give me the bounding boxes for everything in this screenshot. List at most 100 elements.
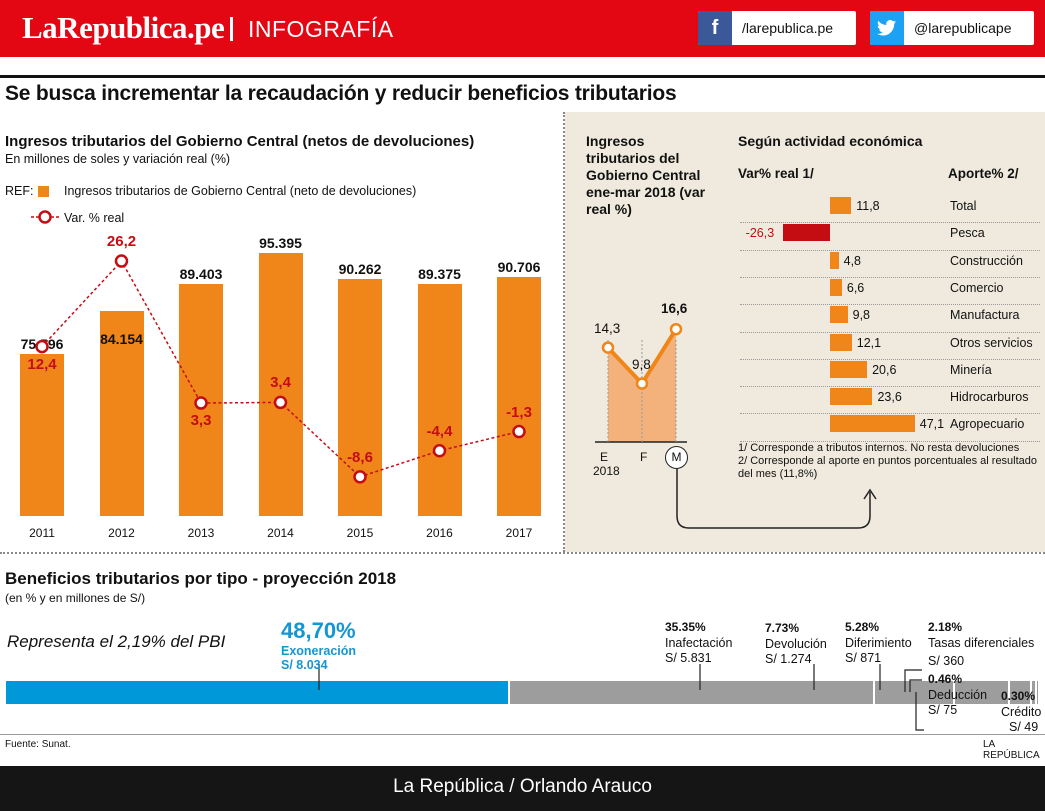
activity-name-label: Manufactura (950, 308, 1020, 323)
footer-bar (0, 766, 1045, 811)
year-tick-label: 2015 (346, 526, 374, 540)
activity-name-label: Comercio (950, 280, 1004, 295)
benefit-name-label: Exoneración (281, 644, 357, 658)
benefit-segment (1036, 681, 1038, 704)
activity-row-divider (740, 249, 1040, 251)
activity-bar (830, 251, 839, 269)
site-logo[interactable]: LaRepublica.pe (22, 10, 225, 45)
var-point (432, 444, 447, 458)
source-rule (0, 734, 1045, 735)
benefit-amount-label: S/ 5.831 (665, 651, 712, 665)
month-label-e: E (600, 450, 609, 464)
year-tick-label: 2013 (187, 526, 215, 540)
activity-name-label: Agropecuario (950, 417, 1025, 432)
benefit-pct-label: 48,70% (281, 618, 356, 643)
footnote-1: 1/ Corresponde a tributos internos. No r… (738, 442, 1020, 454)
activity-row-divider (740, 222, 1040, 224)
benefit-amount-label: S/ 871 (845, 651, 882, 665)
left-chart-title: Ingresos tributarios del Gobierno Centra… (5, 133, 475, 150)
activity-value-label: 23,6 (877, 390, 902, 405)
var-point-label: -8,6 (347, 448, 373, 466)
var-point-label: 12,4 (27, 355, 57, 373)
year-tick-label: 2011 (29, 526, 55, 540)
brand-small: LA REPÚBLICA (983, 739, 1040, 761)
benefits-title: Beneficios tributarios por tipo - proyec… (5, 569, 397, 588)
activity-row-divider (740, 358, 1040, 360)
var-point-label: 3,3 (190, 412, 212, 430)
activity-name-label: Total (950, 199, 977, 213)
source-note: Fuente: Sunat. (5, 739, 71, 750)
benefits-chart: 48,70% Exoneración S/ 8.034 35.35% Inafectac… (0, 560, 1045, 735)
activity-value-label: 20,6 (872, 362, 897, 377)
var-point-label: 3,4 (270, 374, 291, 392)
revenue-bar (20, 354, 64, 516)
benefit-segment (1032, 681, 1035, 704)
monthly-point (601, 341, 615, 354)
monthly-point-label: 16,6 (661, 301, 688, 317)
benefit-name-label: Diferimiento (845, 636, 912, 650)
var-point-label: -4,4 (426, 422, 453, 440)
twitter-handle: @larepublicape (914, 20, 1012, 36)
benefit-leader-line (909, 679, 922, 692)
year-tick-label: 2012 (108, 526, 135, 540)
var-point-label: -1,3 (506, 403, 532, 421)
benefit-name-label: Tasas diferenciales (928, 636, 1035, 650)
footnote-2: 2/ Corresponde al aporte en puntos porce… (738, 455, 1038, 480)
activity-bar (830, 278, 842, 296)
revenue-bar (417, 283, 462, 516)
activity-row-divider (740, 276, 1040, 278)
activity-value-label: 9,8 (852, 308, 871, 323)
month-label-f: F (640, 450, 648, 464)
year-tick-label: 2016 (426, 526, 453, 540)
year-tick-label: 2017 (505, 526, 533, 540)
monthly-point (635, 377, 649, 390)
var-point (273, 395, 288, 410)
var-point (353, 470, 367, 484)
facebook-link[interactable]: f /larepublica.pe (698, 11, 856, 45)
benefit-segment (955, 681, 1008, 704)
legend-line-label: Var. % real (64, 211, 125, 225)
benefit-amount-label: S/ 360 (928, 654, 965, 668)
connector-arrow (676, 468, 877, 529)
benefit-segment (1009, 681, 1031, 704)
revenue-bar-label: 95.395 (259, 235, 302, 251)
activity-value-label: -26,3 (745, 226, 775, 241)
benefits-subtitle: (en % y en millones de S/) (5, 591, 146, 605)
facebook-handle: /larepublica.pe (742, 20, 834, 36)
benefit-leader-line (904, 669, 922, 692)
benefit-pct-label: 0.46% (928, 672, 963, 686)
activity-bar (830, 388, 873, 406)
activity-row-divider (740, 331, 1040, 333)
activity-bar (830, 197, 852, 214)
benefit-name-label: Crédito (1001, 705, 1042, 719)
activity-name-label: Minería (950, 362, 992, 377)
credit-line: La República / Orlando Arauco (393, 776, 652, 797)
activity-value-label: 47,1 (919, 417, 945, 432)
activity-name-label: Pesca (950, 226, 985, 241)
legend-bar-label: Ingresos tributarios de Gobierno Central… (64, 184, 417, 198)
year-tick-label: 2014 (267, 526, 294, 540)
var-point-label: 26,2 (106, 233, 137, 251)
legend-line-swatch (31, 210, 59, 224)
footnotes: 1/ Corresponde a tributos internos. No r… (738, 442, 1038, 481)
benefit-leader-line (915, 692, 924, 731)
revenue-bar (497, 276, 541, 516)
aporte-column-header: Aporte% 2/ (948, 166, 1019, 181)
activity-bar (830, 415, 915, 433)
twitter-link[interactable]: @larepublicape (870, 11, 1034, 45)
facebook-icon: f (698, 11, 732, 45)
activity-name-label: Otros servicios (950, 335, 1033, 350)
monthly-point (669, 322, 683, 336)
left-chart-subtitle: En millones de soles y variación real (%… (5, 152, 231, 166)
panel-divider-horizontal (0, 552, 1045, 554)
benefit-segment (875, 681, 953, 704)
monthly-point-label: 9,8 (632, 356, 651, 372)
activity-bar (830, 360, 868, 378)
benefit-amount-label: S/ 49 (1009, 720, 1039, 734)
var-point (512, 424, 526, 439)
benefit-leaders (318, 664, 924, 731)
benefit-name-label: Inafectación (665, 636, 733, 650)
benefit-pct-label: 0.30% (1001, 689, 1036, 703)
activity-name-label: Hidrocarburos (950, 390, 1029, 405)
var-column-header: Var% real 1/ (738, 166, 814, 181)
